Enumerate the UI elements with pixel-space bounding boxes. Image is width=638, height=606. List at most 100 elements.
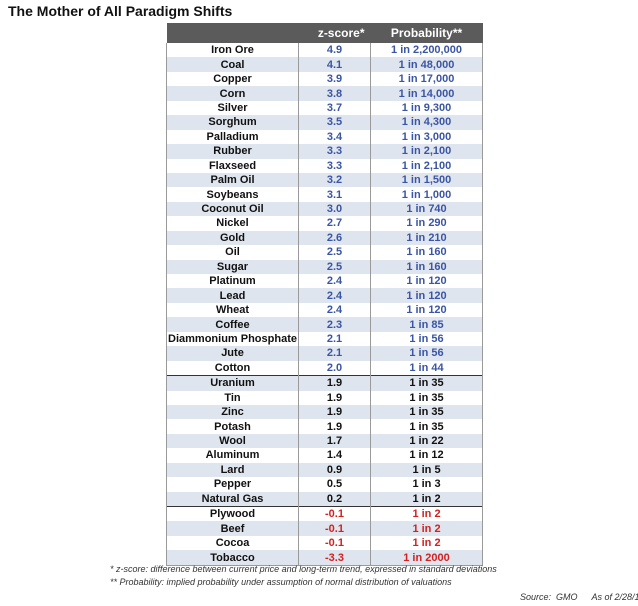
zscore-cell: 0.5 <box>298 477 371 492</box>
table-row: Oil 2.5 1 in 160 <box>166 245 483 260</box>
table-row: Corn 3.8 1 in 14,000 <box>166 86 483 101</box>
table-body: Iron Ore 4.9 1 in 2,200,000 Coal 4.1 1 in 48,… <box>166 43 483 566</box>
table-row: Cotton 2.0 1 in 44 <box>166 360 483 376</box>
probability-cell: 1 in 3 <box>370 477 483 492</box>
commodity-cell: Corn <box>166 86 299 101</box>
table-row: Aluminum 1.4 1 in 12 <box>166 448 483 463</box>
probability-cell: 1 in 17,000 <box>370 71 483 87</box>
commodity-cell: Lead <box>166 288 299 303</box>
probability-cell: 1 in 160 <box>370 259 483 274</box>
commodity-cell: Uranium <box>166 375 299 391</box>
probability-cell: 1 in 35 <box>370 419 483 434</box>
column-header-zscore: z-score* <box>298 23 371 43</box>
zscore-cell: 1.9 <box>298 419 371 434</box>
commodity-cell: Tin <box>166 390 299 405</box>
table-row: Silver 3.7 1 in 9,300 <box>166 100 483 116</box>
as-of-date: As of 2/28/11 <box>591 592 638 602</box>
commodity-cell: Copper <box>166 71 299 87</box>
probability-cell: 1 in 2 <box>370 491 483 507</box>
probability-cell: 1 in 5 <box>370 462 483 478</box>
table-row: Diammonium Phosphate 2.1 1 in 56 <box>166 331 483 347</box>
zscore-cell: 2.4 <box>298 274 371 289</box>
commodity-cell: Natural Gas <box>166 491 299 507</box>
commodity-cell: Sugar <box>166 259 299 274</box>
probability-cell: 1 in 1,000 <box>370 187 483 202</box>
zscore-cell: 0.2 <box>298 491 371 507</box>
zscore-cell: 2.4 <box>298 288 371 303</box>
zscore-cell: 1.4 <box>298 448 371 463</box>
zscore-cell: 1.9 <box>298 390 371 405</box>
table-row: Wheat 2.4 1 in 120 <box>166 302 483 318</box>
table-row: Palm Oil 3.2 1 in 1,500 <box>166 172 483 188</box>
commodity-cell: Platinum <box>166 274 299 289</box>
zscore-cell: -3.3 <box>298 550 371 566</box>
probability-cell: 1 in 120 <box>370 274 483 289</box>
zscore-cell: 3.2 <box>298 172 371 188</box>
probability-cell: 1 in 9,300 <box>370 100 483 116</box>
zscore-cell: 2.1 <box>298 346 371 361</box>
probability-cell: 1 in 2,200,000 <box>370 43 483 58</box>
probability-cell: 1 in 2,100 <box>370 144 483 159</box>
table-header-row: z-score* Probability** <box>166 23 483 43</box>
table-row: Nickel 2.7 1 in 290 <box>166 216 483 231</box>
commodity-cell: Zinc <box>166 404 299 420</box>
zscore-cell: 1.7 <box>298 433 371 449</box>
probability-cell: 1 in 120 <box>370 302 483 318</box>
commodity-cell: Palladium <box>166 129 299 145</box>
footnotes: * z-score: difference between current pr… <box>110 563 497 589</box>
probability-cell: 1 in 2 <box>370 506 483 522</box>
probability-cell: 1 in 2,100 <box>370 158 483 173</box>
table-row: Wool 1.7 1 in 22 <box>166 433 483 449</box>
probability-cell: 1 in 35 <box>370 390 483 405</box>
source-label: Source: GMO <box>520 592 578 602</box>
table-row: Uranium 1.9 1 in 35 <box>166 375 483 391</box>
column-header-commodity <box>166 23 299 43</box>
table-row: Lead 2.4 1 in 120 <box>166 288 483 303</box>
probability-cell: 1 in 14,000 <box>370 86 483 101</box>
commodity-cell: Soybeans <box>166 187 299 202</box>
table-row: Iron Ore 4.9 1 in 2,200,000 <box>166 43 483 58</box>
table-row: Sorghum 3.5 1 in 4,300 <box>166 115 483 130</box>
zscore-cell: 4.1 <box>298 57 371 72</box>
table-row: Tobacco -3.3 1 in 2000 <box>166 550 483 566</box>
commodity-cell: Plywood <box>166 506 299 522</box>
probability-cell: 1 in 35 <box>370 375 483 391</box>
table-row: Gold 2.6 1 in 210 <box>166 230 483 246</box>
commodity-cell: Palm Oil <box>166 172 299 188</box>
table-row: Coffee 2.3 1 in 85 <box>166 317 483 332</box>
zscore-cell: 2.5 <box>298 245 371 260</box>
commodity-cell: Nickel <box>166 216 299 231</box>
table-row: Palladium 3.4 1 in 3,000 <box>166 129 483 145</box>
zscore-cell: 2.7 <box>298 216 371 231</box>
probability-cell: 1 in 210 <box>370 230 483 246</box>
footnote-zscore: * z-score: difference between current pr… <box>110 564 497 574</box>
probability-cell: 1 in 4,300 <box>370 115 483 130</box>
zscore-cell: 4.9 <box>298 43 371 58</box>
table-row: Jute 2.1 1 in 56 <box>166 346 483 361</box>
probability-cell: 1 in 44 <box>370 360 483 376</box>
table-row: Pepper 0.5 1 in 3 <box>166 477 483 492</box>
commodity-cell: Wheat <box>166 302 299 318</box>
zscore-cell: 3.7 <box>298 100 371 116</box>
table-row: Natural Gas 0.2 1 in 2 <box>166 491 483 507</box>
probability-cell: 1 in 12 <box>370 448 483 463</box>
zscore-cell: 2.1 <box>298 331 371 347</box>
commodity-cell: Sorghum <box>166 115 299 130</box>
table-row: Flaxseed 3.3 1 in 2,100 <box>166 158 483 173</box>
table-row: Soybeans 3.1 1 in 1,000 <box>166 187 483 202</box>
commodity-cell: Beef <box>166 521 299 536</box>
zscore-cell: 2.5 <box>298 259 371 274</box>
probability-cell: 1 in 56 <box>370 346 483 361</box>
probability-cell: 1 in 120 <box>370 288 483 303</box>
table-row: Lard 0.9 1 in 5 <box>166 462 483 478</box>
commodity-cell: Iron Ore <box>166 43 299 58</box>
zscore-cell: 2.6 <box>298 230 371 246</box>
commodity-cell: Oil <box>166 245 299 260</box>
table-row: Platinum 2.4 1 in 120 <box>166 274 483 289</box>
commodity-cell: Coal <box>166 57 299 72</box>
probability-cell: 1 in 2 <box>370 535 483 551</box>
table-row: Rubber 3.3 1 in 2,100 <box>166 144 483 159</box>
commodity-cell: Lard <box>166 462 299 478</box>
zscore-cell: 1.9 <box>298 375 371 391</box>
zscore-cell: 3.5 <box>298 115 371 130</box>
